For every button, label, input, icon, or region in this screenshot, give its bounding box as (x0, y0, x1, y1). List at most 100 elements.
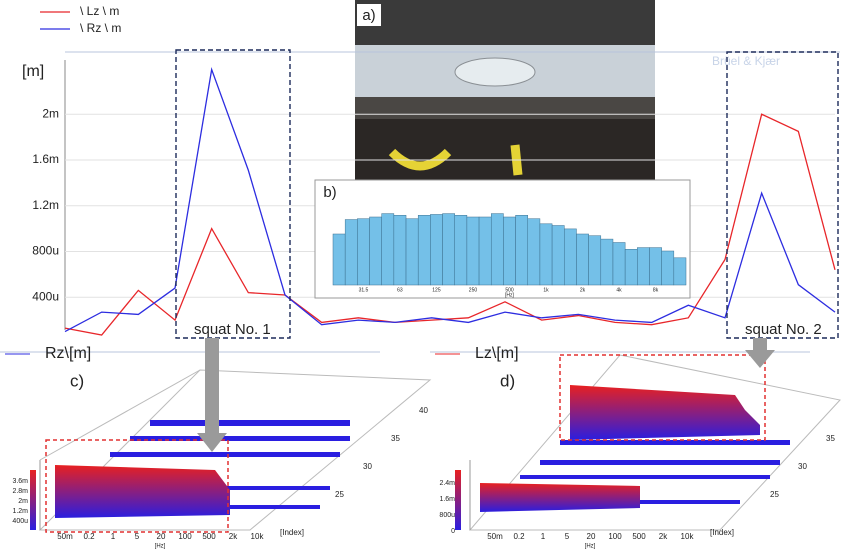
x-tick-label: 1 (541, 532, 546, 541)
bar (357, 218, 370, 286)
bar (600, 238, 614, 286)
x-tick-label: 500 (202, 532, 216, 541)
bar (539, 223, 553, 286)
x-tick-label: 2k (229, 532, 238, 541)
x-tick-label: 20 (587, 532, 596, 541)
bar (649, 247, 662, 286)
bar (381, 213, 395, 286)
z-tick-label: 0 (451, 528, 455, 535)
bar (551, 225, 565, 286)
z-tick-label: 2.8m (12, 488, 28, 495)
highlight-box (175, 49, 291, 339)
depth-tick-label: 30 (798, 462, 807, 471)
bar (454, 215, 468, 286)
x-tick-label: 31.5 (359, 287, 369, 293)
y-tick-label: 1.2m (32, 198, 59, 212)
bar (637, 247, 650, 286)
x-tick-label: 100 (178, 532, 192, 541)
depth-axis-label: [Index] (280, 528, 304, 537)
y-tick-label: 400u (32, 289, 59, 303)
x-tick-label: 10k (681, 532, 695, 541)
y-tick-label: 800u (32, 244, 59, 258)
x-tick-label: 125 (432, 287, 441, 293)
bar (588, 235, 602, 286)
depth-axis-label: [Index] (710, 528, 734, 537)
panel-label: d) (500, 371, 515, 390)
bar (478, 216, 492, 286)
x-tick-label: 10k (251, 532, 265, 541)
y-tick-label: 1.6m (32, 152, 59, 166)
z-tick-label: 800u (439, 512, 455, 519)
bar (417, 215, 431, 286)
panel-label: a) (362, 7, 375, 24)
bar (369, 216, 382, 286)
bar (405, 218, 419, 286)
x-tick-label: 2k (580, 287, 586, 293)
bar (503, 216, 516, 286)
x-axis-label: [Hz] (585, 544, 596, 549)
bar (466, 216, 480, 286)
annotation: squat No. 2 (745, 321, 822, 338)
bar (624, 249, 638, 286)
bar (576, 233, 589, 286)
z-tick-label: 2.4m (439, 480, 455, 487)
bar (527, 218, 541, 286)
legend-label: \ Lz \ m (80, 4, 119, 18)
y-axis-label: [m] (22, 63, 44, 80)
depth-tick-label: 25 (770, 490, 779, 499)
bar (661, 250, 675, 286)
z-tick-label: 3.6m (12, 478, 28, 485)
waterfall-c (0, 351, 432, 533)
x-tick-label: 500 (505, 287, 514, 293)
depth-tick-label: 30 (363, 462, 372, 471)
series-line (64, 113, 836, 336)
panel-label: c) (70, 371, 84, 390)
x-tick-label: 4k (616, 287, 622, 293)
x-tick-label: 63 (397, 287, 403, 293)
series-line (64, 67, 836, 333)
panel-title: Lz\[m] (475, 345, 519, 362)
bar (332, 233, 346, 286)
z-tick-label: 1.2m (12, 508, 28, 515)
depth-tick-label: 25 (335, 490, 344, 499)
y-tick-label: 2m (42, 106, 59, 120)
depth-tick-label: 40 (419, 406, 428, 415)
annotation: squat No. 1 (194, 321, 271, 338)
x-tick-label: 1 (111, 532, 116, 541)
bar (564, 228, 577, 286)
x-tick-label: 5 (565, 532, 570, 541)
photo: a) (355, 0, 655, 180)
x-axis-label: [Hz] (505, 292, 515, 298)
legend-label: \ Rz \ m (80, 21, 121, 35)
highlight-box (726, 51, 839, 339)
panel-title: Rz\[m] (45, 345, 91, 362)
x-tick-label: 1k (543, 287, 549, 293)
x-tick-label: 50m (57, 532, 73, 541)
arrow (197, 338, 775, 452)
x-tick-label: 0.2 (513, 532, 525, 541)
x-axis-label: [Hz] (155, 544, 166, 549)
x-tick-label: 5 (135, 532, 140, 541)
z-tick-label: 1.6m (439, 496, 455, 503)
bar (673, 257, 687, 286)
bar (612, 242, 626, 286)
x-tick-label: 2k (659, 532, 668, 541)
watermark: Brüel & Kjær (712, 54, 780, 68)
depth-tick-label: 35 (826, 434, 835, 443)
bar (515, 215, 529, 286)
bar (430, 214, 443, 286)
x-tick-label: 50m (487, 532, 503, 541)
bar (344, 219, 358, 286)
bar (490, 213, 504, 286)
x-tick-label: 250 (469, 287, 478, 293)
waterfall-d (430, 351, 841, 531)
x-tick-label: 0.2 (83, 532, 95, 541)
bar (393, 215, 407, 286)
x-tick-label: 500 (632, 532, 646, 541)
z-tick-label: 400u (12, 518, 28, 525)
x-tick-label: 8k (653, 287, 659, 293)
depth-tick-label: 35 (391, 434, 400, 443)
bar (442, 213, 455, 286)
panel-label: b) (323, 184, 336, 201)
